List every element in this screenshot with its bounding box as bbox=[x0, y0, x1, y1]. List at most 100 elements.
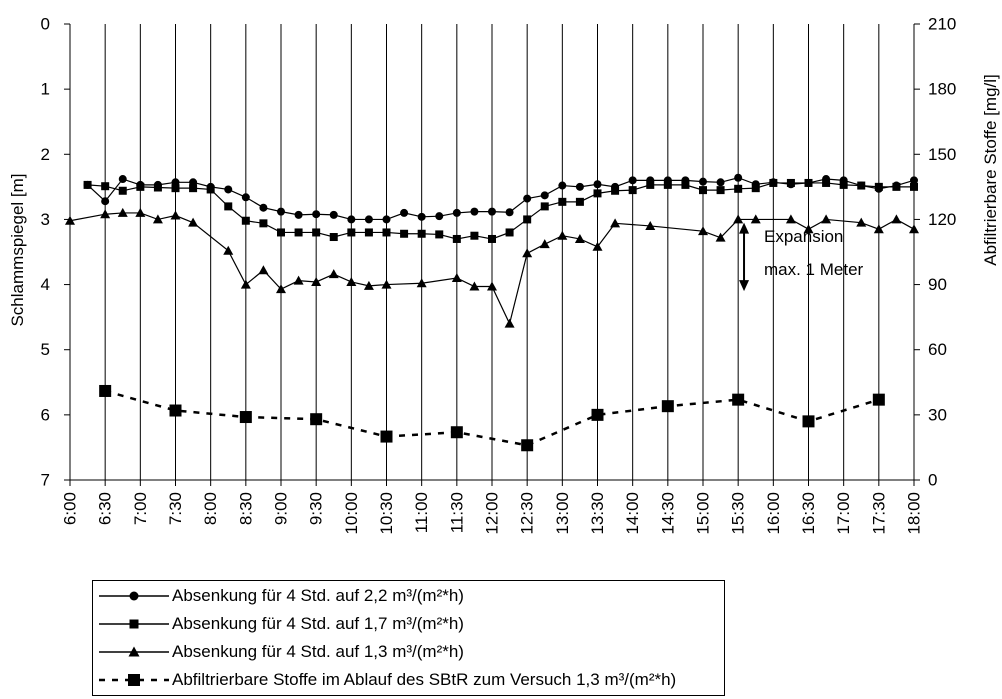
data-point-triangle bbox=[381, 279, 392, 289]
data-point-square bbox=[786, 178, 795, 187]
x-tick-label: 10:30 bbox=[377, 492, 396, 535]
y-right-tick-label: 150 bbox=[928, 145, 956, 164]
data-point-square bbox=[734, 184, 743, 193]
data-point-suspended-solids bbox=[239, 411, 252, 424]
data-point-circle bbox=[488, 207, 496, 216]
data-point-triangle bbox=[592, 241, 603, 251]
data-point-square bbox=[277, 228, 285, 237]
data-point-square bbox=[874, 182, 883, 191]
series-line-suspended-solids bbox=[104, 389, 880, 447]
tick-labels: 6:00 6:30 7:00 7:30 8:00 8:30 9:00 9:30 10:00 10:… bbox=[41, 15, 957, 535]
data-point-square bbox=[452, 234, 461, 243]
data-point-square bbox=[593, 189, 602, 198]
x-tick-label: 13:00 bbox=[553, 492, 572, 535]
data-point-circle bbox=[312, 210, 321, 219]
data-point-triangle bbox=[785, 214, 796, 224]
data-point-square bbox=[382, 228, 391, 237]
data-point-square bbox=[118, 186, 127, 195]
data-point-circle bbox=[558, 181, 567, 190]
data-point-suspended-solids bbox=[99, 384, 112, 397]
data-point-triangle bbox=[715, 232, 726, 242]
x-tick-label: 14:00 bbox=[623, 492, 642, 535]
y-left-tick-label: 1 bbox=[41, 80, 50, 99]
data-point-triangle bbox=[188, 217, 199, 227]
data-point-circle bbox=[593, 180, 602, 189]
data-point-square bbox=[699, 186, 707, 195]
axes bbox=[64, 23, 920, 486]
y-left-tick-label: 3 bbox=[41, 210, 50, 229]
data-point-triangle bbox=[522, 248, 533, 258]
data-point-square bbox=[241, 216, 250, 225]
data-point-square bbox=[804, 178, 813, 187]
data-point-triangle bbox=[117, 207, 128, 217]
y-right-tick-label: 90 bbox=[928, 275, 947, 294]
data-point-triangle bbox=[135, 207, 146, 217]
data-point-circle bbox=[452, 208, 461, 217]
data-point-square bbox=[312, 228, 321, 237]
data-point-square bbox=[751, 184, 760, 193]
y-axis-right-title: Abfiltrierbare Stoffe [mg/l] bbox=[981, 74, 1000, 266]
data-point-triangle bbox=[416, 278, 427, 288]
legend-label-triangle: Absenkung für 4 Std. auf 1,3 m³/(m²*h) bbox=[172, 642, 464, 661]
data-point-square bbox=[294, 228, 303, 237]
data-point-square bbox=[171, 184, 180, 193]
x-tick-label: 16:00 bbox=[764, 492, 783, 535]
data-point-suspended-solids bbox=[732, 393, 745, 406]
x-tick-label: 7:30 bbox=[166, 492, 185, 525]
y-left-tick-label: 2 bbox=[41, 145, 50, 164]
legend-item-square: Absenkung für 4 Std. auf 1,7 m³/(m²*h) bbox=[93, 611, 724, 637]
y-left-tick-label: 7 bbox=[41, 471, 50, 490]
data-point-circle bbox=[259, 203, 268, 212]
data-point-circle bbox=[101, 197, 110, 206]
data-point-suspended-solids bbox=[872, 393, 885, 406]
data-point-triangle bbox=[152, 214, 163, 224]
x-tick-label: 7:00 bbox=[131, 492, 150, 525]
legend-label-dashed-square: Abfiltrierbare Stoffe im Ablauf des SBtR… bbox=[172, 670, 677, 689]
data-point-suspended-solids bbox=[450, 426, 463, 439]
data-point-square bbox=[769, 178, 778, 187]
data-point-circle bbox=[435, 212, 444, 221]
data-point-triangle bbox=[100, 209, 111, 219]
data-point-circle bbox=[241, 193, 250, 202]
x-tick-label: 12:00 bbox=[483, 492, 502, 535]
legend-marker-dashed-square bbox=[99, 674, 169, 686]
data-point-circle bbox=[400, 208, 409, 217]
data-point-triangle bbox=[504, 318, 515, 328]
data-point-triangle bbox=[539, 239, 550, 249]
data-point-triangle bbox=[469, 281, 480, 291]
data-point-triangle bbox=[240, 279, 251, 289]
data-point-square bbox=[470, 231, 479, 240]
x-tick-label: 8:30 bbox=[236, 492, 255, 525]
data-point-triangle bbox=[610, 218, 621, 228]
data-point-square bbox=[857, 181, 866, 190]
legend-label-circle: Absenkung für 4 Std. auf 2,2 m³/(m²*h) bbox=[172, 586, 464, 605]
expansion-max-label: max. 1 Meter bbox=[764, 260, 864, 279]
data-point-triangle bbox=[363, 280, 374, 290]
x-tick-label: 17:30 bbox=[869, 492, 888, 535]
x-tick-label: 11:30 bbox=[447, 492, 466, 533]
data-point-square bbox=[663, 180, 672, 189]
data-point-square bbox=[189, 184, 198, 193]
data-point-square bbox=[540, 202, 549, 211]
y-right-tick-label: 0 bbox=[928, 471, 937, 490]
data-series bbox=[65, 173, 919, 452]
data-point-triangle bbox=[65, 215, 75, 225]
data-point-suspended-solids bbox=[380, 430, 393, 443]
y-left-tick-label: 4 bbox=[41, 275, 50, 294]
data-point-circle bbox=[417, 212, 426, 221]
legend-item-triangle: Absenkung für 4 Std. auf 1,3 m³/(m²*h) bbox=[93, 639, 724, 665]
data-point-square bbox=[400, 229, 409, 238]
data-point-square bbox=[259, 219, 268, 228]
data-point-square bbox=[681, 180, 690, 189]
data-point-square bbox=[646, 180, 655, 189]
data-point-suspended-solids bbox=[591, 408, 604, 421]
data-point-circle bbox=[505, 208, 514, 217]
y-right-tick-label: 180 bbox=[928, 80, 956, 99]
data-point-triangle bbox=[645, 220, 656, 230]
x-tick-label: 13:30 bbox=[588, 492, 607, 535]
data-point-triangle bbox=[733, 214, 744, 224]
legend-marker-circle bbox=[99, 591, 169, 601]
data-point-triangle bbox=[574, 233, 585, 243]
data-point-square bbox=[628, 186, 637, 195]
data-point-square bbox=[101, 182, 110, 191]
